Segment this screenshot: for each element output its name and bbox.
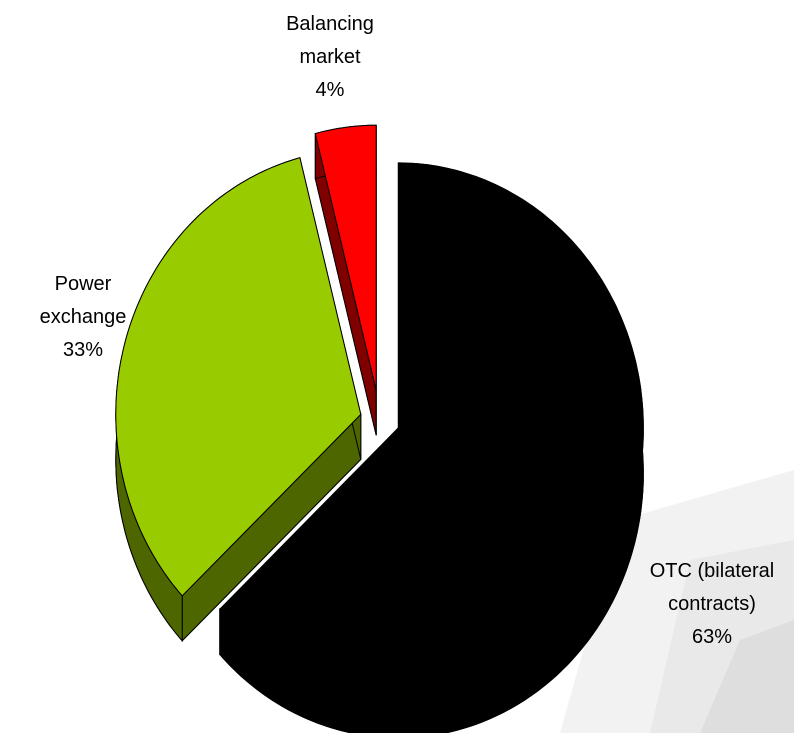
- value-label: 33%: [62, 339, 104, 361]
- slice: [115, 157, 362, 597]
- slice-tops: [115, 124, 644, 694]
- category-label: Power exchange: [39, 273, 127, 328]
- category-label: Balancing market: [286, 13, 374, 68]
- category-label: OTC (bilateral contracts): [649, 560, 775, 615]
- slice: [219, 162, 644, 694]
- slice-label: Balancing market 4%: [275, 8, 385, 107]
- value-label: 4%: [315, 79, 345, 101]
- slice-label: Power exchange 33%: [33, 268, 133, 367]
- value-label: 63%: [691, 626, 733, 648]
- slice-label: OTC (bilateral contracts) 63%: [632, 555, 792, 654]
- slice: [314, 124, 377, 391]
